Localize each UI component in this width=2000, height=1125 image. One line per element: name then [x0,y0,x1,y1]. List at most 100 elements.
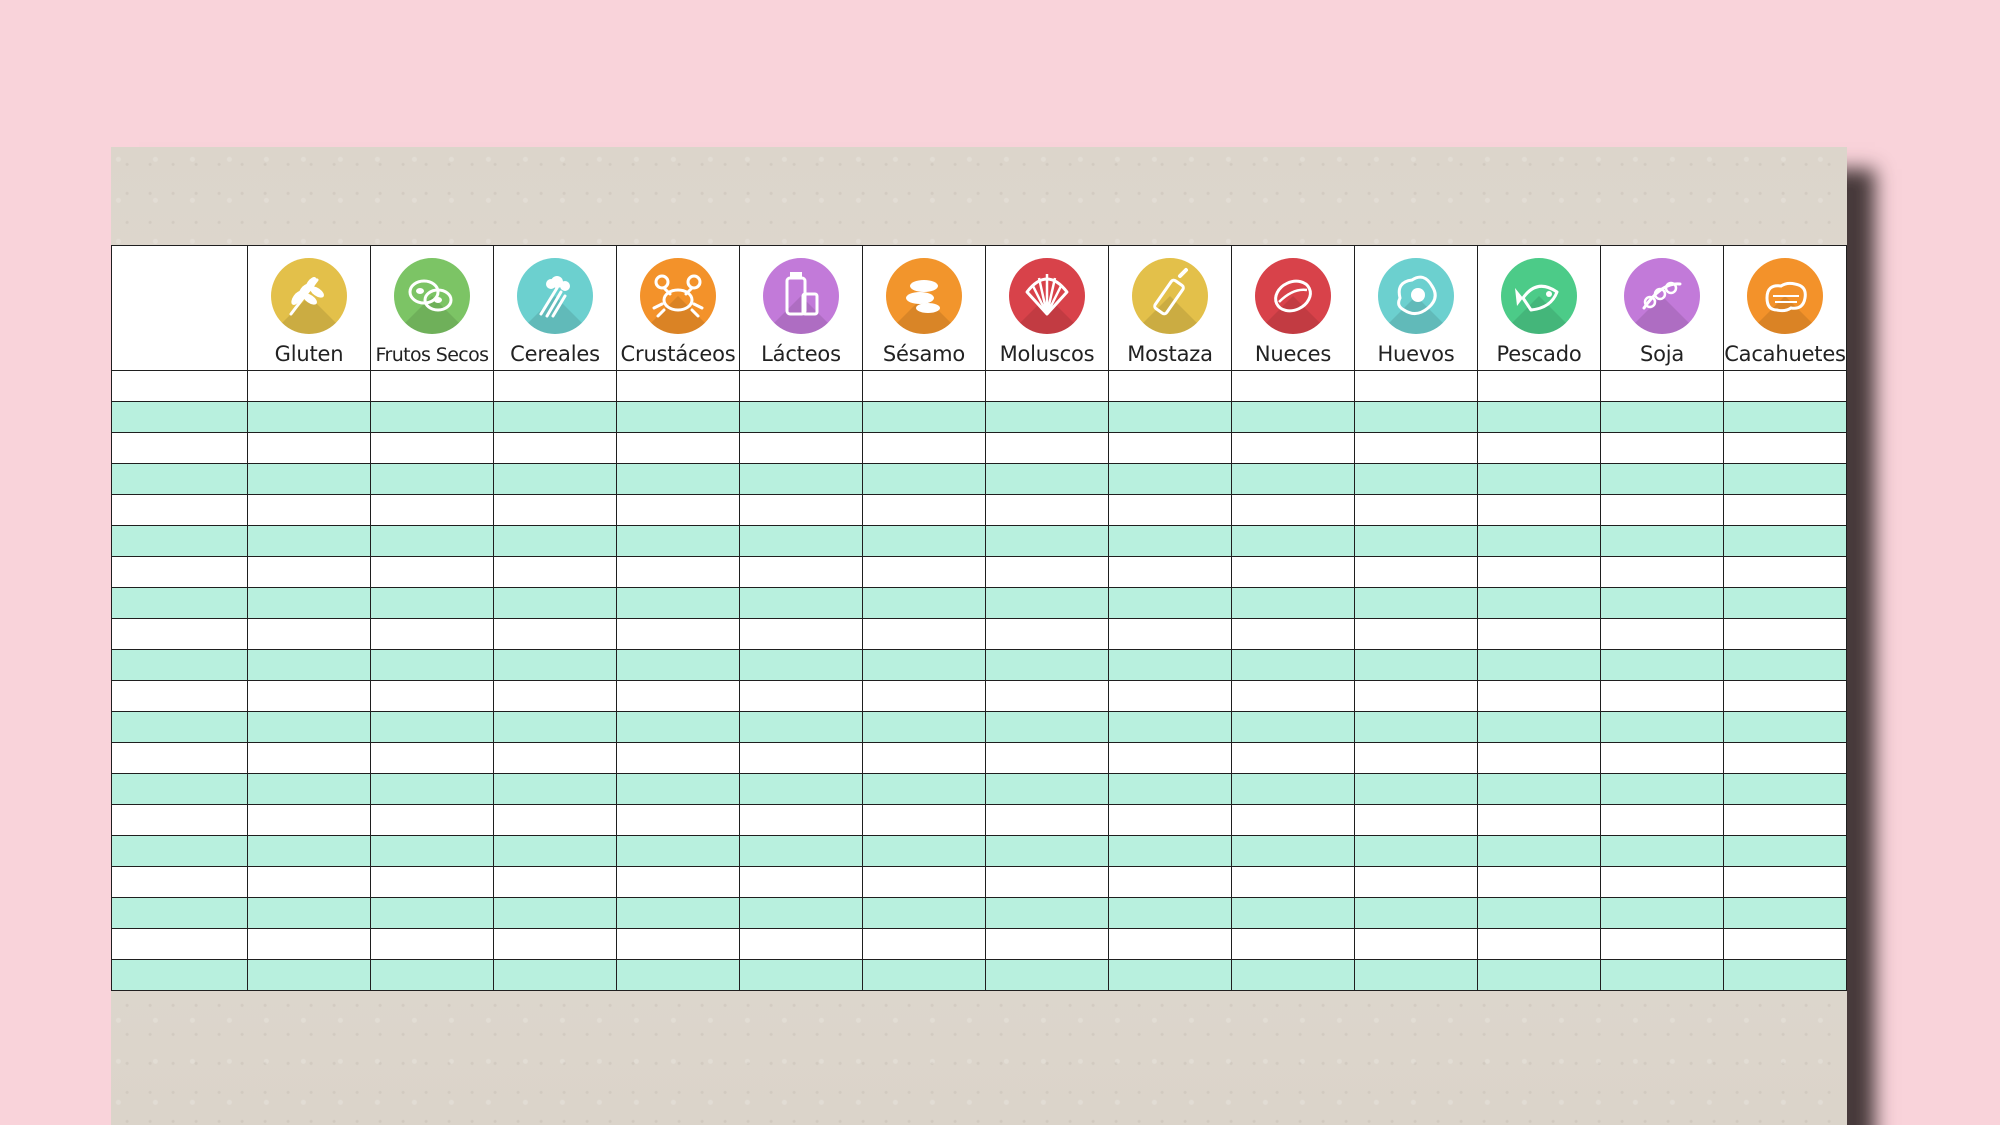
allergen-mark-cell[interactable] [1231,649,1355,681]
allergen-mark-cell[interactable] [1108,649,1232,681]
allergen-mark-cell[interactable] [1231,959,1355,991]
allergen-mark-cell[interactable] [1723,959,1847,991]
allergen-mark-cell[interactable] [985,587,1109,619]
allergen-mark-cell[interactable] [493,897,617,929]
allergen-mark-cell[interactable] [985,959,1109,991]
allergen-mark-cell[interactable] [616,401,740,433]
dish-name-cell[interactable] [111,494,248,526]
allergen-mark-cell[interactable] [1723,742,1847,774]
allergen-mark-cell[interactable] [616,928,740,960]
dish-name-cell[interactable] [111,959,248,991]
allergen-mark-cell[interactable] [739,370,863,402]
allergen-mark-cell[interactable] [985,463,1109,495]
allergen-mark-cell[interactable] [247,370,371,402]
allergen-mark-cell[interactable] [862,711,986,743]
allergen-mark-cell[interactable] [1600,804,1724,836]
dish-name-cell[interactable] [111,711,248,743]
allergen-mark-cell[interactable] [493,773,617,805]
allergen-mark-cell[interactable] [1108,370,1232,402]
allergen-mark-cell[interactable] [862,897,986,929]
allergen-mark-cell[interactable] [247,401,371,433]
allergen-mark-cell[interactable] [1354,494,1478,526]
allergen-mark-cell[interactable] [1108,525,1232,557]
allergen-mark-cell[interactable] [1723,370,1847,402]
allergen-mark-cell[interactable] [985,742,1109,774]
allergen-mark-cell[interactable] [370,494,494,526]
allergen-mark-cell[interactable] [985,525,1109,557]
allergen-mark-cell[interactable] [862,835,986,867]
allergen-mark-cell[interactable] [1723,463,1847,495]
dish-name-cell[interactable] [111,897,248,929]
allergen-mark-cell[interactable] [616,804,740,836]
allergen-mark-cell[interactable] [1231,804,1355,836]
allergen-mark-cell[interactable] [616,494,740,526]
allergen-mark-cell[interactable] [370,897,494,929]
allergen-mark-cell[interactable] [1600,959,1724,991]
allergen-mark-cell[interactable] [1723,618,1847,650]
allergen-mark-cell[interactable] [739,618,863,650]
allergen-mark-cell[interactable] [862,401,986,433]
allergen-mark-cell[interactable] [1354,680,1478,712]
dish-name-cell[interactable] [111,401,248,433]
allergen-mark-cell[interactable] [247,742,371,774]
allergen-mark-cell[interactable] [493,804,617,836]
allergen-mark-cell[interactable] [985,432,1109,464]
dish-name-cell[interactable] [111,370,248,402]
allergen-mark-cell[interactable] [1600,432,1724,464]
allergen-mark-cell[interactable] [739,866,863,898]
allergen-mark-cell[interactable] [616,773,740,805]
allergen-mark-cell[interactable] [1477,959,1601,991]
allergen-mark-cell[interactable] [739,928,863,960]
allergen-mark-cell[interactable] [247,959,371,991]
allergen-mark-cell[interactable] [616,463,740,495]
allergen-mark-cell[interactable] [1477,494,1601,526]
allergen-mark-cell[interactable] [862,649,986,681]
allergen-mark-cell[interactable] [370,401,494,433]
allergen-mark-cell[interactable] [247,463,371,495]
allergen-mark-cell[interactable] [1231,525,1355,557]
allergen-mark-cell[interactable] [1231,618,1355,650]
allergen-mark-cell[interactable] [1354,432,1478,464]
allergen-mark-cell[interactable] [1354,866,1478,898]
allergen-mark-cell[interactable] [493,649,617,681]
allergen-mark-cell[interactable] [1231,463,1355,495]
allergen-mark-cell[interactable] [1477,370,1601,402]
allergen-mark-cell[interactable] [493,959,617,991]
allergen-mark-cell[interactable] [1354,804,1478,836]
allergen-mark-cell[interactable] [985,928,1109,960]
allergen-mark-cell[interactable] [616,835,740,867]
allergen-mark-cell[interactable] [1723,494,1847,526]
allergen-mark-cell[interactable] [1354,401,1478,433]
allergen-mark-cell[interactable] [1231,370,1355,402]
allergen-mark-cell[interactable] [493,401,617,433]
allergen-mark-cell[interactable] [1108,897,1232,929]
allergen-mark-cell[interactable] [1723,680,1847,712]
allergen-mark-cell[interactable] [616,587,740,619]
allergen-mark-cell[interactable] [739,804,863,836]
allergen-mark-cell[interactable] [1600,587,1724,619]
allergen-mark-cell[interactable] [493,370,617,402]
allergen-mark-cell[interactable] [616,370,740,402]
allergen-mark-cell[interactable] [1477,804,1601,836]
allergen-mark-cell[interactable] [247,494,371,526]
allergen-mark-cell[interactable] [862,525,986,557]
allergen-mark-cell[interactable] [370,618,494,650]
allergen-mark-cell[interactable] [1600,742,1724,774]
allergen-mark-cell[interactable] [985,773,1109,805]
allergen-mark-cell[interactable] [247,432,371,464]
allergen-mark-cell[interactable] [370,680,494,712]
allergen-mark-cell[interactable] [985,711,1109,743]
dish-name-cell[interactable] [111,649,248,681]
dish-name-cell[interactable] [111,525,248,557]
allergen-mark-cell[interactable] [1477,835,1601,867]
allergen-mark-cell[interactable] [616,866,740,898]
allergen-mark-cell[interactable] [862,773,986,805]
allergen-mark-cell[interactable] [1354,618,1478,650]
allergen-mark-cell[interactable] [1108,432,1232,464]
allergen-mark-cell[interactable] [985,804,1109,836]
allergen-mark-cell[interactable] [247,804,371,836]
allergen-mark-cell[interactable] [1723,773,1847,805]
allergen-mark-cell[interactable] [1108,928,1232,960]
allergen-mark-cell[interactable] [1231,711,1355,743]
allergen-mark-cell[interactable] [1231,587,1355,619]
